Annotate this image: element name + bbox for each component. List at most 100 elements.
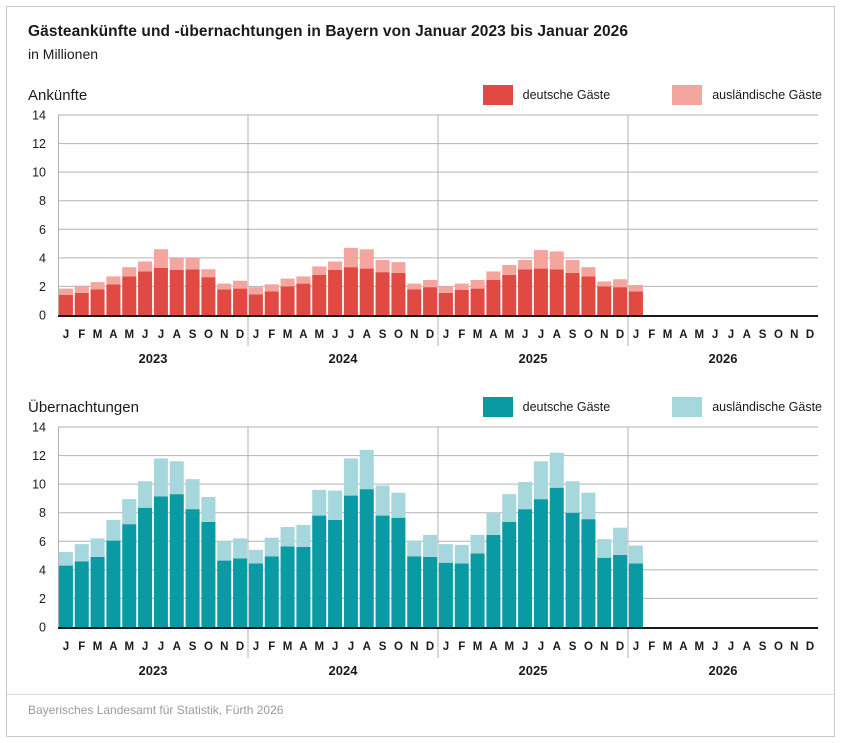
svg-text:A: A [173, 329, 181, 341]
svg-text:A: A [743, 329, 751, 341]
svg-text:S: S [759, 641, 767, 653]
svg-text:M: M [124, 641, 134, 653]
svg-text:A: A [299, 329, 307, 341]
svg-text:A: A [363, 641, 371, 653]
svg-text:M: M [694, 329, 704, 341]
chart-frame: Gästeankünfte und -übernachtungen in Bay… [6, 6, 835, 737]
svg-text:J: J [348, 641, 354, 653]
svg-text:O: O [204, 329, 213, 341]
svg-text:J: J [253, 641, 259, 653]
svg-text:D: D [426, 329, 434, 341]
svg-text:M: M [504, 329, 514, 341]
legend-item-german-guests: deutsche Gäste [482, 85, 610, 105]
svg-text:N: N [220, 641, 228, 653]
svg-text:J: J [348, 329, 354, 341]
svg-text:0: 0 [39, 309, 46, 323]
legend-item-foreign-guests: ausländische Gäste [672, 85, 822, 105]
svg-text:A: A [489, 329, 497, 341]
svg-text:D: D [426, 641, 434, 653]
svg-text:2024: 2024 [329, 663, 359, 678]
svg-text:2024: 2024 [329, 351, 359, 366]
legend-item-german-guests: deutsche Gäste [482, 397, 610, 417]
svg-text:O: O [394, 641, 403, 653]
svg-text:O: O [774, 329, 783, 341]
svg-text:A: A [109, 641, 117, 653]
svg-text:J: J [332, 329, 338, 341]
german-guests-swatch [482, 85, 513, 105]
svg-text:2: 2 [39, 280, 46, 294]
svg-text:J: J [538, 641, 544, 653]
svg-text:J: J [332, 641, 338, 653]
svg-text:S: S [759, 329, 767, 341]
foreign-guests-swatch [672, 397, 703, 417]
svg-text:M: M [663, 329, 673, 341]
svg-text:S: S [379, 641, 387, 653]
foreign-guests-swatch [672, 85, 703, 105]
svg-text:D: D [616, 641, 624, 653]
svg-text:S: S [569, 641, 577, 653]
arrivals-chart-title: Ankünfte [28, 86, 88, 104]
svg-text:J: J [728, 329, 734, 341]
svg-text:6: 6 [39, 535, 46, 549]
svg-text:J: J [522, 641, 528, 653]
svg-text:M: M [283, 329, 293, 341]
svg-text:S: S [189, 329, 197, 341]
svg-text:N: N [600, 329, 608, 341]
svg-text:A: A [363, 329, 371, 341]
svg-text:M: M [473, 641, 483, 653]
svg-text:J: J [158, 641, 164, 653]
svg-text:D: D [236, 641, 244, 653]
svg-text:O: O [774, 641, 783, 653]
svg-text:F: F [268, 641, 275, 653]
overnights-chart-title: Übernachtungen [28, 398, 139, 416]
svg-text:2026: 2026 [709, 663, 738, 678]
svg-text:J: J [728, 641, 734, 653]
svg-text:F: F [458, 641, 465, 653]
svg-text:J: J [63, 329, 69, 341]
svg-text:N: N [410, 329, 418, 341]
legend-label: ausländische Gäste [712, 88, 822, 102]
svg-text:O: O [584, 329, 593, 341]
svg-text:D: D [806, 641, 814, 653]
arrivals-header-row: Ankünfte deutsche Gäste ausländische Gäs… [28, 83, 822, 107]
svg-text:J: J [522, 329, 528, 341]
svg-text:6: 6 [39, 223, 46, 237]
svg-text:2025: 2025 [519, 351, 548, 366]
svg-text:A: A [299, 641, 307, 653]
svg-text:8: 8 [39, 194, 46, 208]
svg-text:J: J [633, 641, 639, 653]
svg-text:M: M [314, 641, 324, 653]
svg-text:M: M [93, 329, 103, 341]
svg-text:14: 14 [32, 109, 46, 123]
svg-text:10: 10 [32, 166, 46, 180]
page-subtitle: in Millionen [28, 46, 99, 62]
svg-text:S: S [569, 329, 577, 341]
svg-text:4: 4 [39, 563, 46, 577]
svg-text:N: N [600, 641, 608, 653]
svg-text:J: J [712, 329, 718, 341]
svg-text:J: J [443, 641, 449, 653]
svg-text:10: 10 [32, 478, 46, 492]
svg-text:N: N [790, 641, 798, 653]
svg-text:A: A [553, 641, 561, 653]
svg-text:F: F [78, 641, 85, 653]
source-note: Bayerisches Landesamt für Statistik, Für… [28, 703, 284, 717]
svg-text:O: O [394, 329, 403, 341]
svg-text:J: J [158, 329, 164, 341]
svg-text:O: O [584, 641, 593, 653]
svg-text:F: F [648, 641, 655, 653]
svg-text:12: 12 [32, 137, 46, 151]
svg-text:J: J [142, 641, 148, 653]
svg-text:N: N [790, 329, 798, 341]
svg-text:J: J [142, 329, 148, 341]
arrivals-legend: deutsche Gäste ausländische Gäste [482, 85, 822, 105]
svg-text:D: D [806, 329, 814, 341]
svg-text:F: F [78, 329, 85, 341]
svg-text:M: M [124, 329, 134, 341]
svg-text:N: N [410, 641, 418, 653]
svg-text:M: M [314, 329, 324, 341]
svg-text:S: S [379, 329, 387, 341]
svg-text:D: D [236, 329, 244, 341]
svg-text:J: J [253, 329, 259, 341]
